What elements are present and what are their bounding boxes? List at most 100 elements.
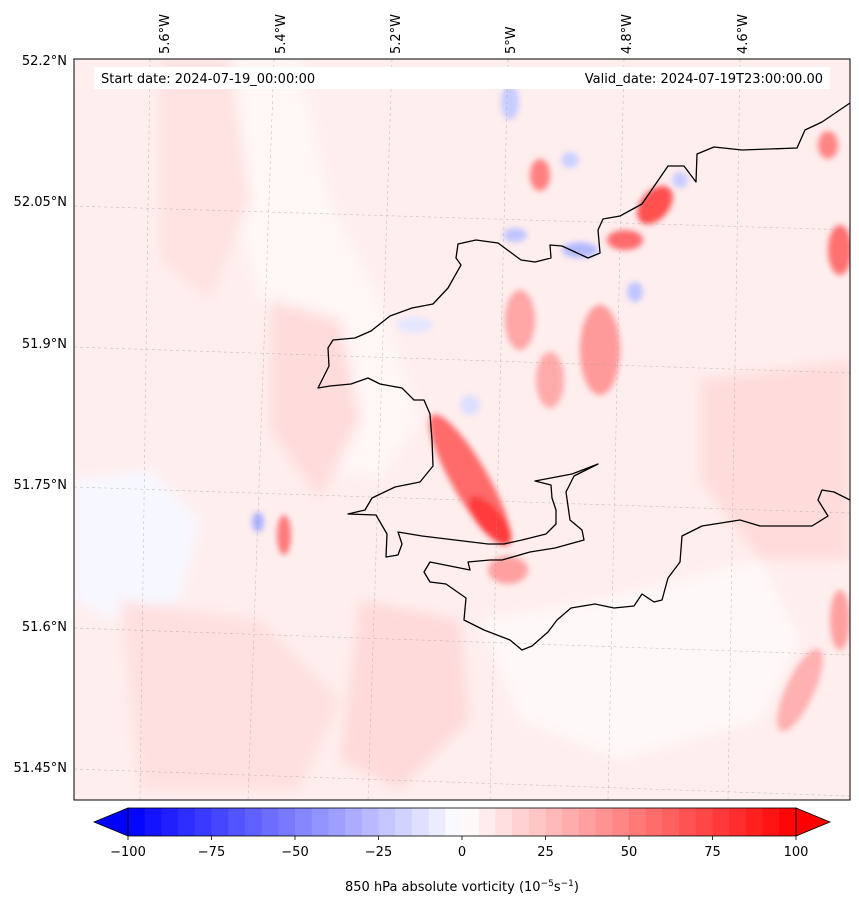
colorbar-cell: [361, 808, 380, 836]
colorbar-cell: [345, 808, 363, 836]
colorbar-cell: [244, 808, 263, 836]
field-blob-se2: [830, 590, 850, 650]
colorbar-cell: [712, 808, 730, 836]
lat-tick-label: 51.75°N: [14, 478, 67, 493]
field-blob-blue6: [672, 172, 688, 188]
field-blob-ne2: [607, 230, 643, 250]
colorbar-cell: [679, 808, 697, 836]
colorbar-cell: [295, 808, 313, 836]
colorbar-tick-label: −100: [110, 845, 146, 860]
field-blob-blue4: [627, 282, 643, 302]
colorbar-cell: [378, 808, 396, 836]
colorbar-tick-label: 25: [537, 845, 554, 860]
colorbar-cell: [144, 808, 162, 836]
field-blob-far-east2: [818, 131, 838, 159]
colorbar-cell: [194, 808, 213, 836]
colorbar-label-main: 850 hPa absolute vorticity (10: [345, 880, 541, 895]
start-date-label: Start date: 2024-07-19_00:00:00: [101, 72, 315, 87]
colorbar-label-mid: s: [554, 880, 561, 895]
colorbar-cell: [411, 808, 430, 836]
field-blob-blue1: [501, 84, 519, 120]
colorbar-extend-low: [92, 807, 129, 837]
lat-tick-label: 51.45°N: [14, 761, 67, 776]
field-blob-west-red: [277, 515, 291, 555]
field-blob-south-red: [488, 556, 528, 584]
field-blob-blue7: [397, 317, 433, 333]
colorbar-tick-label: 0: [458, 845, 466, 860]
field-white-band: [230, 59, 420, 480]
colorbar-cell: [695, 808, 714, 836]
colorbar-cell: [512, 808, 530, 836]
lon-tick-label: 4.6°W: [736, 14, 751, 54]
field-pink-south: [340, 600, 470, 790]
lat-tick-label: 51.9°N: [22, 337, 67, 352]
map-frame: [73, 58, 851, 801]
colorbar-cell: [545, 808, 563, 836]
colorbar-cell: [261, 808, 279, 836]
field-blob-blue5: [561, 152, 579, 168]
colorbar-ticks: −100 −75 −50 −25 0 25 50 75 100: [110, 836, 808, 860]
colorbar-label-exp2: −1: [561, 879, 574, 889]
vorticity-field: [74, 59, 850, 790]
field-pink-east: [700, 360, 850, 560]
map-panel: Start date: 2024-07-19_00:00:00 Valid_da…: [73, 58, 851, 801]
colorbar-cell: [612, 808, 630, 836]
lon-tick-labels: 5.6°W 5.4°W 5.2°W 5°W 4.8°W 4.6°W: [158, 14, 751, 54]
lat-tick-label: 52.05°N: [14, 195, 67, 210]
colorbar-tick-label: 100: [784, 845, 809, 860]
colorbar-label-end: ): [574, 880, 579, 895]
field-blob-blue8: [460, 395, 480, 415]
colorbar-cell: [228, 808, 246, 836]
header-bar: [94, 67, 830, 89]
lon-tick-label: 5°W: [504, 26, 519, 54]
colorbar-cell: [211, 808, 229, 836]
valid-date-label: Valid_date: 2024-07-19T23:00:00.00: [585, 72, 823, 87]
colorbar-extend-high: [795, 807, 832, 837]
field-white-west: [74, 470, 200, 620]
colorbar-tick-label: 75: [704, 845, 721, 860]
colorbar-cells: [128, 808, 797, 836]
colorbar-tick-label: 50: [621, 845, 638, 860]
colorbar-cell: [161, 808, 179, 836]
colorbar-cell: [311, 808, 329, 836]
field-band-core: [468, 495, 512, 545]
colorbar-cell: [445, 808, 463, 836]
field-white-south: [480, 560, 800, 760]
colorbar-cell: [762, 808, 780, 836]
colorbar-tick-label: −75: [198, 845, 225, 860]
field-blob-e1: [580, 305, 620, 395]
lat-tick-label: 52.2°N: [22, 54, 67, 69]
colorbar-cell: [562, 808, 580, 836]
colorbar-cell: [128, 808, 146, 836]
field-blob-ne: [637, 185, 673, 225]
colorbar-tick-label: −25: [365, 845, 392, 860]
lon-tick-label: 5.2°W: [389, 14, 404, 54]
colorbar-cell: [629, 808, 647, 836]
field-blob-blue3: [503, 228, 527, 242]
field-pink-sw: [120, 600, 340, 790]
colorbar-cell: [578, 808, 597, 836]
colorbar-cell: [495, 808, 513, 836]
colorbar-cell: [528, 808, 547, 836]
colorbar-cell: [779, 808, 797, 836]
colorbar-cell: [178, 808, 196, 836]
colorbar-cell: [462, 808, 480, 836]
lon-tick-label: 5.6°W: [158, 14, 173, 54]
colorbar-cell: [645, 808, 663, 836]
field-pink-center: [270, 300, 360, 500]
colorbar-cell: [428, 808, 446, 836]
colorbar-tick-label: −50: [281, 845, 308, 860]
colorbar-cell: [595, 808, 613, 836]
colorbar-cell: [478, 808, 496, 836]
lat-tick-labels: 52.2°N 52.05°N 51.9°N 51.75°N 51.6°N 51.…: [14, 54, 67, 776]
colorbar-label-exp1: −5: [541, 879, 554, 889]
colorbar-cell: [395, 808, 413, 836]
colorbar-cell: [278, 808, 296, 836]
coastline-north: [317, 102, 850, 651]
colorbar: −100 −75 −50 −25 0 25 50 75 100 850 hPa absolute…: [92, 807, 832, 895]
field-blob-se1: [777, 648, 823, 732]
lon-tick-label: 5.4°W: [274, 14, 289, 54]
coastline: [317, 102, 850, 651]
colorbar-cell: [745, 808, 764, 836]
